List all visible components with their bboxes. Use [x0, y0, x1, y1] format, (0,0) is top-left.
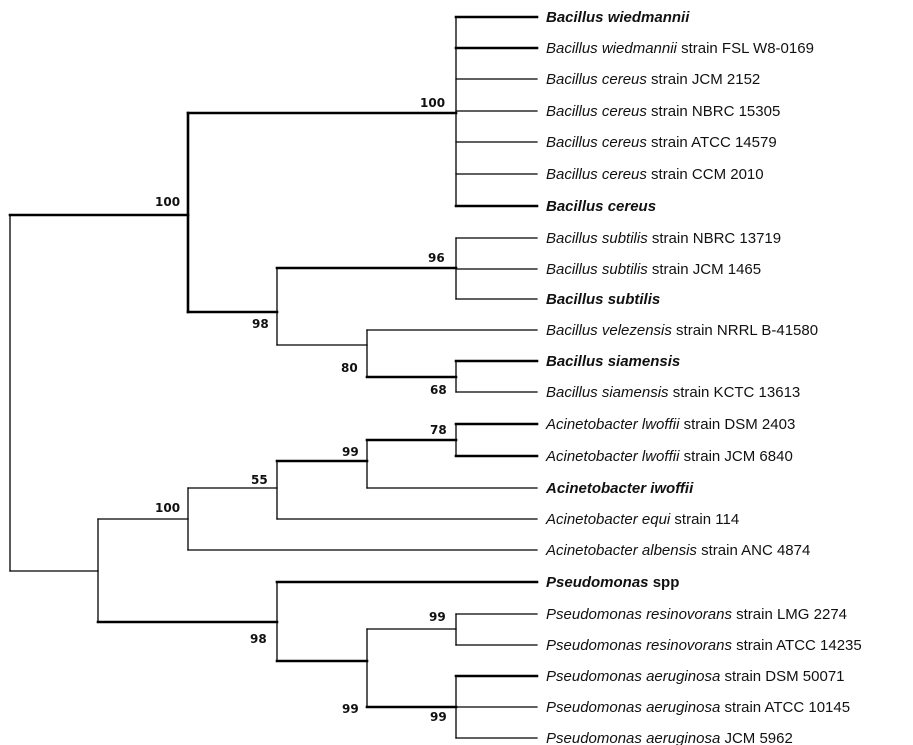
- leaf-label-l23: Pseudomonas aeruginosa strain ATCC 10145: [546, 699, 850, 716]
- leaf-strain-name: strain DSM 50071: [720, 668, 844, 685]
- leaf-species-name: Bacillus subtilis: [546, 291, 660, 308]
- leaf-strain-name: strain NBRC 15305: [647, 103, 780, 120]
- leaf-species-name: Bacillus cereus: [546, 166, 647, 183]
- leaf-species-name: Acinetobacter albensis: [545, 542, 697, 559]
- leaf-strain-name: strain DSM 2403: [679, 416, 795, 433]
- leaf-label-l24: Pseudomonas aeruginosa JCM 5962: [546, 730, 793, 745]
- leaf-label-l21: Pseudomonas resinovorans strain ATCC 142…: [546, 637, 862, 654]
- bootstrap-cereus-clade: 100: [420, 96, 445, 110]
- leaf-strain-name: strain NRRL B-41580: [672, 322, 818, 339]
- leaf-species-name: Bacillus cereus: [546, 198, 656, 215]
- leaf-species-name: Pseudomonas resinovorans: [546, 637, 732, 654]
- bootstrap-subtilis-clade: 96: [428, 251, 445, 265]
- leaf-strain-name: strain KCTC 13613: [669, 384, 801, 401]
- leaf-species-name: Pseudomonas resinovorans: [546, 606, 732, 623]
- leaf-species-name: Acinetobacter iwoffii: [545, 480, 694, 497]
- leaf-species-name: Pseudomonas aeruginosa: [546, 699, 720, 716]
- leaf-species-name: Acinetobacter lwoffii: [545, 416, 680, 433]
- tree-branches: [8, 15, 539, 739]
- bootstrap-resinovorans-pair: 99: [429, 610, 446, 624]
- leaf-strain-name: strain 114: [670, 511, 739, 528]
- leaf-strain-name: strain JCM 1465: [648, 261, 761, 278]
- leaf-species-name: Bacillus wiedmannii: [546, 40, 678, 57]
- leaf-label-l19: Pseudomonas spp: [546, 574, 679, 591]
- leaf-label-l2: Bacillus wiedmannii strain FSL W8-0169: [546, 40, 814, 57]
- bootstrap-subtilis-group: 98: [252, 317, 269, 331]
- leaf-label-l16: Acinetobacter iwoffii: [545, 480, 694, 497]
- leaf-label-l1: Bacillus wiedmannii: [546, 9, 690, 26]
- leaf-strain-name: strain ATCC 10145: [720, 699, 850, 716]
- bootstrap-acinetobacter-inner: 55: [251, 473, 268, 487]
- leaf-label-l7: Bacillus cereus: [546, 198, 656, 215]
- leaf-strain-name: strain ANC 4874: [697, 542, 810, 559]
- leaf-strain-name: strain CCM 2010: [647, 166, 764, 183]
- leaf-label-l18: Acinetobacter albensis strain ANC 4874: [545, 542, 810, 559]
- leaf-species-name: Pseudomonas aeruginosa: [546, 668, 720, 685]
- bootstrap-pseudomonas-inner: 99: [342, 702, 359, 716]
- leaf-label-l13: Bacillus siamensis strain KCTC 13613: [546, 384, 800, 401]
- leaf-label-l12: Bacillus siamensis: [546, 353, 680, 370]
- leaf-species-name: Bacillus cereus: [546, 71, 647, 88]
- leaf-strain-name: strain LMG 2274: [732, 606, 847, 623]
- leaf-label-l20: Pseudomonas resinovorans strain LMG 2274: [546, 606, 847, 623]
- leaf-strain-name: strain ATCC 14235: [732, 637, 862, 654]
- leaf-species-name: Bacillus subtilis: [546, 261, 648, 278]
- leaf-strain-name: strain JCM 2152: [647, 71, 760, 88]
- leaf-strain-name: JCM 5962: [720, 730, 793, 745]
- bootstrap-bacillus-root: 100: [155, 195, 180, 209]
- bootstrap-velezensis-siamensis: 80: [341, 361, 358, 375]
- leaf-label-l11: Bacillus velezensis strain NRRL B-41580: [546, 322, 818, 339]
- leaf-species-name: Bacillus cereus: [546, 103, 647, 120]
- leaf-strain-name: strain JCM 6840: [679, 448, 792, 465]
- leaf-label-l3: Bacillus cereus strain JCM 2152: [546, 71, 760, 88]
- leaf-species-name: Bacillus siamensis: [546, 353, 680, 370]
- leaf-label-l15: Acinetobacter lwoffii strain JCM 6840: [545, 448, 793, 465]
- leaf-label-l6: Bacillus cereus strain CCM 2010: [546, 166, 764, 183]
- leaf-species-name: Bacillus cereus: [546, 134, 647, 151]
- leaf-species-name: Bacillus wiedmannii: [546, 9, 690, 26]
- bootstrap-lwoffii-iwoffii: 99: [342, 445, 359, 459]
- leaf-species-name: Bacillus velezensis: [546, 322, 672, 339]
- leaf-species-name: Bacillus subtilis: [546, 230, 648, 247]
- leaf-label-l4: Bacillus cereus strain NBRC 15305: [546, 103, 780, 120]
- leaf-label-l22: Pseudomonas aeruginosa strain DSM 50071: [546, 668, 845, 685]
- bootstrap-aeruginosa-clade: 99: [430, 710, 447, 724]
- leaf-strain-name: spp: [649, 574, 680, 591]
- bootstrap-pseudomonas-clade: 98: [250, 632, 267, 646]
- bootstrap-values: 100 100 96 98 80 68 78 99 55 100 99 98 9…: [155, 96, 447, 724]
- leaf-species-name: Acinetobacter lwoffii: [545, 448, 680, 465]
- leaf-strain-name: strain FSL W8-0169: [677, 40, 814, 57]
- leaf-strain-name: strain NBRC 13719: [648, 230, 781, 247]
- leaf-species-name: Pseudomonas: [546, 574, 649, 591]
- leaf-species-name: Pseudomonas aeruginosa: [546, 730, 720, 745]
- leaf-species-name: Acinetobacter equi: [545, 511, 671, 528]
- bootstrap-lwoffii-pair: 78: [430, 423, 447, 437]
- leaf-label-l9: Bacillus subtilis strain JCM 1465: [546, 261, 761, 278]
- leaf-label-l8: Bacillus subtilis strain NBRC 13719: [546, 230, 781, 247]
- leaf-label-l17: Acinetobacter equi strain 114: [545, 511, 739, 528]
- bootstrap-siamensis-pair: 68: [430, 383, 447, 397]
- leaf-label-l5: Bacillus cereus strain ATCC 14579: [546, 134, 777, 151]
- bootstrap-acinetobacter-clade: 100: [155, 501, 180, 515]
- leaf-label-l14: Acinetobacter lwoffii strain DSM 2403: [545, 416, 795, 433]
- leaf-species-name: Bacillus siamensis: [546, 384, 669, 401]
- leaf-strain-name: strain ATCC 14579: [647, 134, 777, 151]
- leaf-label-l10: Bacillus subtilis: [546, 291, 660, 308]
